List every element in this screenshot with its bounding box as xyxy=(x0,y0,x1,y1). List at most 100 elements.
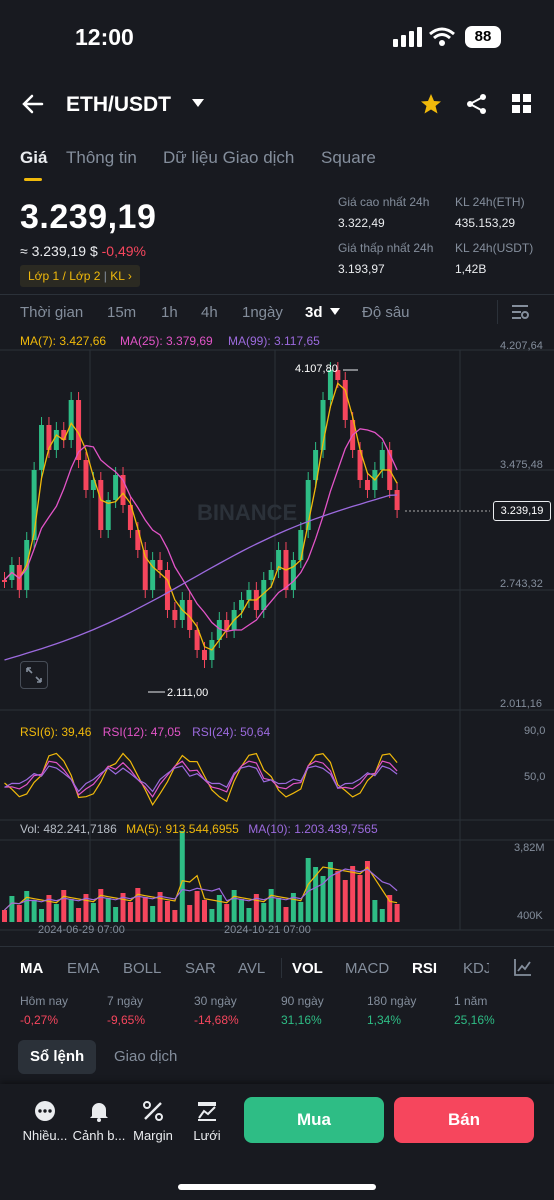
candle-body xyxy=(261,580,267,610)
volume-bar xyxy=(364,861,370,922)
signal-icon xyxy=(393,27,422,47)
margin-icon[interactable] xyxy=(123,1100,183,1127)
candle-body xyxy=(305,480,311,530)
grid-icon[interactable] xyxy=(512,94,532,114)
ind-boll[interactable]: BOLL xyxy=(123,960,162,977)
low-marker: 2.111,00 xyxy=(167,687,209,699)
share-icon[interactable] xyxy=(466,93,488,115)
ind-sar[interactable]: SAR xyxy=(185,960,216,977)
vol-axis-top: 3,82M xyxy=(514,842,545,854)
margin-label[interactable]: Margin xyxy=(133,1128,173,1143)
rsi6-label: RSI(6): 39,46 xyxy=(20,725,92,739)
ind-avl[interactable]: AVL xyxy=(238,960,266,977)
volume-bar xyxy=(268,889,274,922)
volume-bar xyxy=(224,904,230,922)
buy-button[interactable]: Mua xyxy=(244,1097,384,1143)
grid-label[interactable]: Lưới xyxy=(193,1128,221,1143)
volume-bar xyxy=(298,902,304,922)
candle-body xyxy=(105,500,111,530)
caret-down-icon[interactable] xyxy=(192,99,204,109)
chart-settings-icon[interactable] xyxy=(510,303,530,321)
candle-body xyxy=(357,450,363,480)
volume-bar xyxy=(216,895,222,922)
candle-body xyxy=(68,400,74,440)
divider xyxy=(281,958,282,978)
vol-ma5-label: MA(5): 913.544,6955 xyxy=(126,822,239,836)
star-icon[interactable] xyxy=(420,93,442,115)
candle-body xyxy=(246,590,252,600)
ma25-line xyxy=(4,428,398,632)
perf-label: 30 ngày xyxy=(194,994,237,1008)
bell-icon[interactable] xyxy=(69,1100,129,1127)
volume-bar xyxy=(164,901,170,922)
tab-info[interactable]: Thông tin xyxy=(66,148,137,167)
tab-trading-data[interactable]: Dữ liệu Giao dịch xyxy=(163,148,295,167)
ind-rsi[interactable]: RSI xyxy=(412,960,438,977)
volume-bar xyxy=(2,910,7,922)
volume-bar xyxy=(120,893,126,922)
candle-body xyxy=(290,560,296,590)
volume-bar xyxy=(135,888,141,922)
volume-bar xyxy=(24,891,30,922)
perf-label: Hôm nay xyxy=(20,994,69,1008)
tf-1day[interactable]: 1ngày xyxy=(242,304,283,321)
tf-15m[interactable]: 15m xyxy=(107,304,137,321)
ind-macd[interactable]: MACD xyxy=(345,960,390,977)
rsi-axis-top: 90,0 xyxy=(524,725,546,737)
date-label-2: 2024-10-21 07:00 xyxy=(224,924,311,936)
vol-label: Vol: 482.241,7186 xyxy=(20,822,117,836)
tf-time[interactable]: Thời gian xyxy=(20,304,84,321)
tab-trades[interactable]: Giao dịch xyxy=(114,1048,178,1065)
tab-square[interactable]: Square xyxy=(321,148,376,167)
category-tag[interactable]: Lớp 1 / Lớp 2 | KL › xyxy=(20,265,140,287)
vol-axis-bottom: 400K xyxy=(517,910,543,922)
perf-value: 1,34% xyxy=(367,1013,402,1027)
tab-order-book[interactable]: Sổ lệnh xyxy=(18,1040,97,1074)
perf-value: 25,16% xyxy=(454,1013,495,1027)
header: ETH/USDT xyxy=(0,80,554,130)
alert-label[interactable]: Cảnh b... xyxy=(72,1128,126,1143)
home-indicator xyxy=(178,1184,376,1190)
expand-icon[interactable] xyxy=(20,661,48,689)
pair-title[interactable]: ETH/USDT xyxy=(66,93,171,116)
candle-body xyxy=(216,620,222,640)
caret-down-icon[interactable] xyxy=(330,308,340,316)
candle-body xyxy=(194,630,200,650)
vol-eth-value: 435.153,29 xyxy=(455,216,516,230)
candle-body xyxy=(224,620,230,630)
more-label[interactable]: Nhiều... xyxy=(22,1128,68,1143)
last-price: 3.239,19 xyxy=(20,198,157,236)
grid-bot-icon[interactable] xyxy=(177,1100,237,1127)
tf-3d[interactable]: 3d xyxy=(305,304,323,321)
price-chart[interactable]: BINANCE xyxy=(0,330,554,940)
candle-body xyxy=(39,425,45,470)
price-change: -0,49% xyxy=(101,243,146,259)
tf-1h[interactable]: 1h xyxy=(161,304,178,321)
candle-body xyxy=(83,460,89,490)
status-bar: 12:00 88 xyxy=(0,0,554,76)
tab-price[interactable]: Giá xyxy=(20,148,48,167)
candle-body xyxy=(239,600,245,610)
tf-4h[interactable]: 4h xyxy=(201,304,218,321)
candle-body xyxy=(202,650,207,660)
back-arrow-icon[interactable] xyxy=(22,93,44,115)
volume-bar xyxy=(68,899,74,922)
date-label-1: 2024-06-29 07:00 xyxy=(38,924,125,936)
more-icon[interactable] xyxy=(15,1100,75,1127)
ind-kdj[interactable]: KDJ xyxy=(463,960,489,977)
volume-bar xyxy=(31,900,37,922)
ind-ma[interactable]: MA xyxy=(20,960,44,977)
perf-value: 31,16% xyxy=(281,1013,322,1027)
tf-depth[interactable]: Độ sâu xyxy=(362,304,410,321)
candle-body xyxy=(46,425,52,450)
volume-bar xyxy=(335,871,341,922)
ind-vol[interactable]: VOL xyxy=(292,960,323,977)
volume-bar xyxy=(39,909,45,922)
candle-body xyxy=(394,490,400,510)
divider xyxy=(0,294,554,295)
sell-button[interactable]: Bán xyxy=(394,1097,534,1143)
chart-line-icon[interactable] xyxy=(514,958,532,976)
ind-ema[interactable]: EMA xyxy=(67,960,100,977)
ma25-label: MA(25): 3.379,69 xyxy=(120,334,213,348)
perf-value: -0,27% xyxy=(20,1013,59,1027)
